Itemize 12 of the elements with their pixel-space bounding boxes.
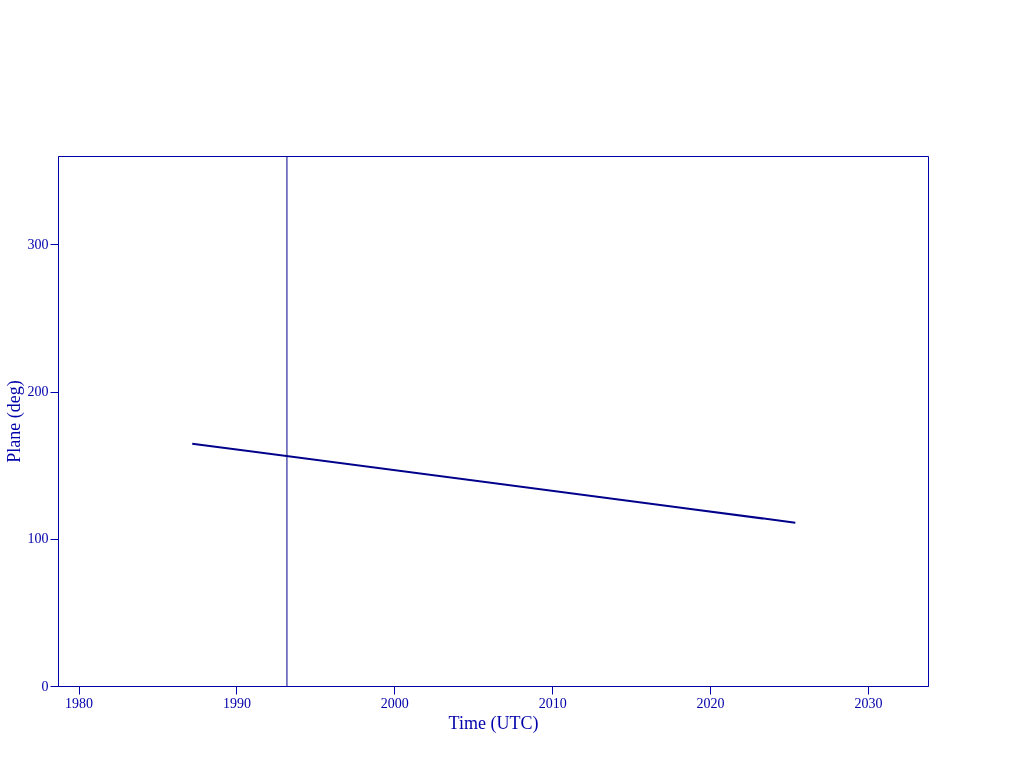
y-axis-title: Plane (deg) xyxy=(3,380,25,463)
x-tick-label: 1980 xyxy=(65,695,94,711)
x-axis-title: Time (UTC) xyxy=(448,712,539,734)
y-tick-label: 0 xyxy=(41,678,49,694)
x-tick-label: 2020 xyxy=(696,695,725,711)
x-tick-label: 2030 xyxy=(854,695,883,711)
y-tick-label: 100 xyxy=(27,531,49,547)
x-tick-label: 1990 xyxy=(222,695,251,711)
y-tick-label: 200 xyxy=(27,384,49,400)
x-tick-label: 2010 xyxy=(538,695,567,711)
y-tick-label: 300 xyxy=(27,236,49,252)
x-tick-label: 2000 xyxy=(380,695,409,711)
